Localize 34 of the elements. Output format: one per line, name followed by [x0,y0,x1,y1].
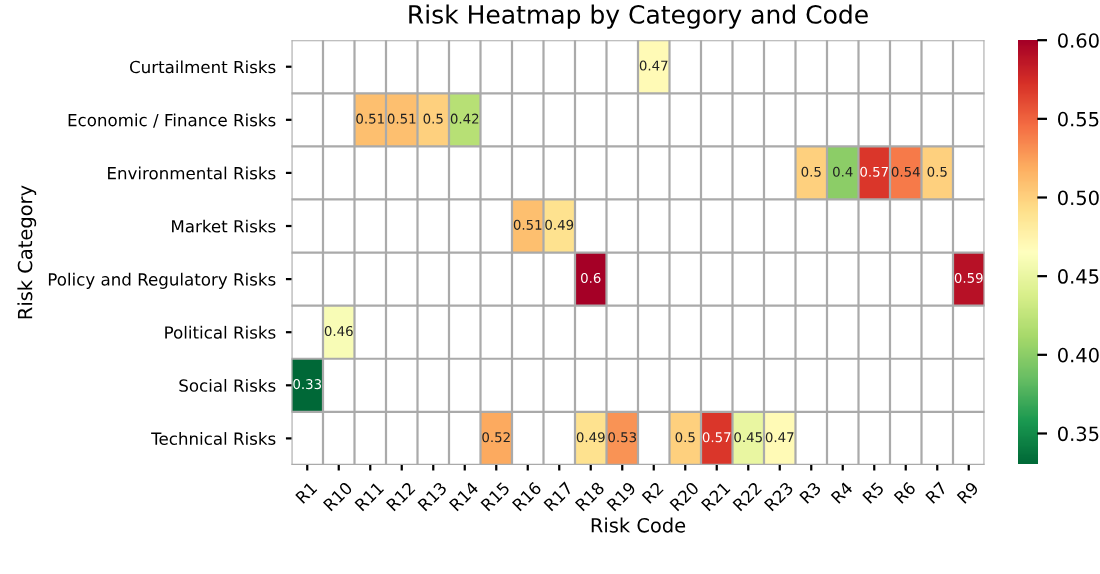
x-tick-label: R23 [763,481,794,512]
x-tick-label: R9 [956,481,980,504]
x-tick-label: R10 [322,481,353,512]
y-tick-label: Curtailment Risks [129,60,276,74]
y-tick-label: Market Risks [172,219,276,233]
y-tick-label: Economic / Finance Risks [68,113,276,128]
y-tick-label: Environmental Risks [108,166,276,180]
x-tick-label: R7 [925,481,948,504]
x-tick-label: R1 [295,481,318,504]
x-tick-label: R5 [862,481,885,504]
color-bar-label: 0.60 [1058,33,1099,48]
x-tick-label: R12 [385,481,416,512]
x-tick-label: R22 [732,481,762,512]
y-tick-label: Political Risks [165,325,276,339]
color-bar-label: 0.50 [1058,190,1099,206]
x-tick-label: R3 [799,481,822,504]
color-bar-label: 0.35 [1058,426,1099,442]
x-tick-label: R11 [354,481,385,512]
x-tick-label: R2 [641,481,664,504]
color-bar-label: 0.45 [1058,269,1099,284]
x-tick-label: R6 [893,481,917,504]
chart-title: Risk Heatmap by Category and Code [409,4,868,29]
y-tick-label: Social Risks [179,378,276,392]
color-bar-label: 0.55 [1058,111,1099,127]
x-tick-label: R20 [669,481,700,512]
color-bar-label: 0.40 [1058,347,1099,363]
y-tick-label: Policy and Regulatory Risks [48,272,276,289]
y-axis-title: Risk Category [17,185,37,319]
x-tick-label: R4 [830,481,854,504]
x-axis-title: Risk Code [591,517,686,533]
x-tick-label: R19 [606,481,637,512]
x-tick-label: R13 [417,481,448,512]
y-tick-label: Technical Risks [151,432,276,445]
x-tick-label: R21 [700,481,731,512]
